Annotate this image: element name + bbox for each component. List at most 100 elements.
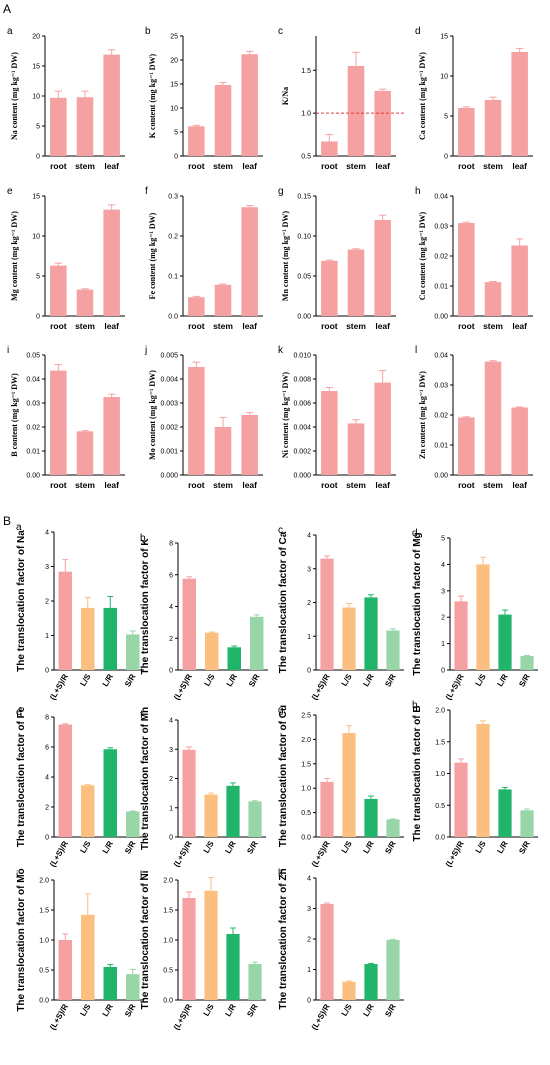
chart-Aa: a 0 5 10 15 20 root stem leaf Na content (mg kg⁻¹… xyxy=(7,26,125,171)
bar xyxy=(58,940,72,1000)
y-tick-label: 8 xyxy=(45,715,49,722)
category-label: root xyxy=(50,321,67,331)
bar xyxy=(103,209,120,316)
y-tick-label: 0.1 xyxy=(168,274,178,281)
y-tick-label: 1 xyxy=(45,633,49,640)
chart-Ab: b 0 5 10 15 20 25 root stem leaf K content (mg kg⁻… xyxy=(145,26,263,171)
category-label: L/S xyxy=(340,672,354,688)
y-tick-label: 1.0 xyxy=(163,938,173,945)
bar xyxy=(386,819,400,837)
bar xyxy=(103,607,117,670)
category-label: root xyxy=(50,480,67,490)
category-label: (L+S)/R xyxy=(172,1002,194,1031)
category-label: leaf xyxy=(104,321,119,331)
bar xyxy=(458,223,475,316)
bar xyxy=(182,578,196,670)
y-tick-label: 0.15 xyxy=(297,194,311,201)
bar xyxy=(204,794,218,837)
category-label: (L+S)/R xyxy=(444,672,466,701)
y-tick-label: 3 xyxy=(169,747,173,754)
category-label: S/R xyxy=(517,672,532,688)
y-tick-label: 0 xyxy=(169,668,173,675)
y-axis-label: Mn content (mg kg⁻¹ DW) xyxy=(281,211,290,302)
y-tick-label: 0.004 xyxy=(160,377,178,384)
panel-letter: b xyxy=(140,533,146,544)
y-axis-label: The translocation factor of Mo xyxy=(16,868,27,1011)
y-tick-label: 0.0 xyxy=(163,998,173,1005)
bar xyxy=(374,382,391,475)
y-axis-label: Cu content (mg kg⁻¹ DW) xyxy=(418,211,427,300)
bar xyxy=(458,417,475,475)
y-axis-label: K/Na xyxy=(281,87,290,105)
y-axis-label: Na content (mg kg⁻¹ DW) xyxy=(10,52,19,140)
panel-letter: i xyxy=(7,345,9,356)
category-label: leaf xyxy=(375,480,390,490)
bar xyxy=(227,647,241,670)
chart-Ak: k 0.000 0.002 0.004 0.006 0.008 0.010 root stem l… xyxy=(278,345,396,490)
y-axis-label: Fe content (mg kg⁻¹ DW) xyxy=(148,212,157,299)
y-tick-label: 0.000 xyxy=(293,473,311,480)
category-label: L/R xyxy=(225,672,239,688)
y-axis-label: Ca content (mg kg⁻¹ DW) xyxy=(418,52,427,140)
bar xyxy=(103,54,120,156)
bar xyxy=(454,601,468,670)
y-tick-label: 0.002 xyxy=(293,449,311,456)
y-tick-label: 2.0 xyxy=(301,737,311,744)
y-tick-label: 5 xyxy=(36,274,40,281)
bar xyxy=(248,964,262,1000)
category-label: root xyxy=(458,161,475,171)
y-tick-label: 2 xyxy=(307,937,311,944)
panel-letter: e xyxy=(16,707,22,718)
bar xyxy=(188,126,205,156)
category-label: stem xyxy=(483,480,503,490)
y-tick-label: 0.04 xyxy=(26,377,40,384)
y-tick-label: 0.5 xyxy=(435,803,445,810)
bar xyxy=(320,903,334,1000)
y-tick-label: 1.5 xyxy=(163,908,173,915)
y-tick-label: 0.5 xyxy=(301,154,311,161)
chart-Bg: g 0.0 0.5 1.0 1.5 2.0 2.5 (L+S)/R L/S L/R S/R The t… xyxy=(278,705,404,868)
y-axis-label: The translocation factor of Fe xyxy=(16,706,27,847)
category-label: (L+S)/R xyxy=(48,672,70,701)
y-tick-label: 0.01 xyxy=(434,443,448,450)
category-label: S/R xyxy=(123,672,138,688)
category-label: leaf xyxy=(104,161,119,171)
category-label: L/R xyxy=(361,672,375,688)
y-tick-label: 0.00 xyxy=(434,314,448,321)
bar xyxy=(250,616,264,670)
y-tick-label: 5 xyxy=(174,130,178,137)
y-tick-label: 2 xyxy=(169,776,173,783)
chart-Ai: i 0.00 0.01 0.02 0.03 0.04 0.05 root stem leaf B c… xyxy=(7,345,125,490)
bar xyxy=(458,108,475,156)
panel-letter: g xyxy=(278,186,284,197)
y-axis-label: The translocation factor of Cu xyxy=(278,705,289,847)
y-tick-label: 4 xyxy=(169,604,173,611)
y-tick-label: 0.003 xyxy=(160,401,178,408)
y-tick-label: 1.5 xyxy=(301,68,311,75)
y-tick-label: 0.03 xyxy=(434,224,448,231)
bar xyxy=(248,801,262,837)
y-tick-label: 0 xyxy=(45,668,49,675)
panel-letter: a xyxy=(7,26,13,37)
y-tick-label: 0.04 xyxy=(434,353,448,360)
y-axis-label: The translocation factor of Ni xyxy=(140,870,151,1009)
bar xyxy=(498,614,512,670)
chart-Bi: i 0.0 0.5 1.0 1.5 2.0 (L+S)/R L/S L/R S/R The tran… xyxy=(16,868,144,1031)
y-tick-label: 15 xyxy=(440,34,448,41)
category-label: L/S xyxy=(202,672,216,688)
y-tick-label: 0 xyxy=(174,154,178,161)
panel-letter: b xyxy=(145,26,151,37)
y-tick-label: 8 xyxy=(169,541,173,548)
bar xyxy=(364,964,378,1000)
y-tick-label: 10 xyxy=(170,106,178,113)
y-tick-label: 0 xyxy=(45,835,49,842)
y-axis-label: The translocation factor of Mg xyxy=(412,532,423,675)
y-tick-label: 20 xyxy=(170,58,178,65)
bar xyxy=(103,397,120,475)
y-tick-label: 0.3 xyxy=(168,194,178,201)
category-label: leaf xyxy=(242,480,257,490)
y-tick-label: 0.02 xyxy=(434,254,448,261)
bar xyxy=(364,597,378,670)
y-tick-label: 0.004 xyxy=(293,425,311,432)
category-label: root xyxy=(188,480,205,490)
